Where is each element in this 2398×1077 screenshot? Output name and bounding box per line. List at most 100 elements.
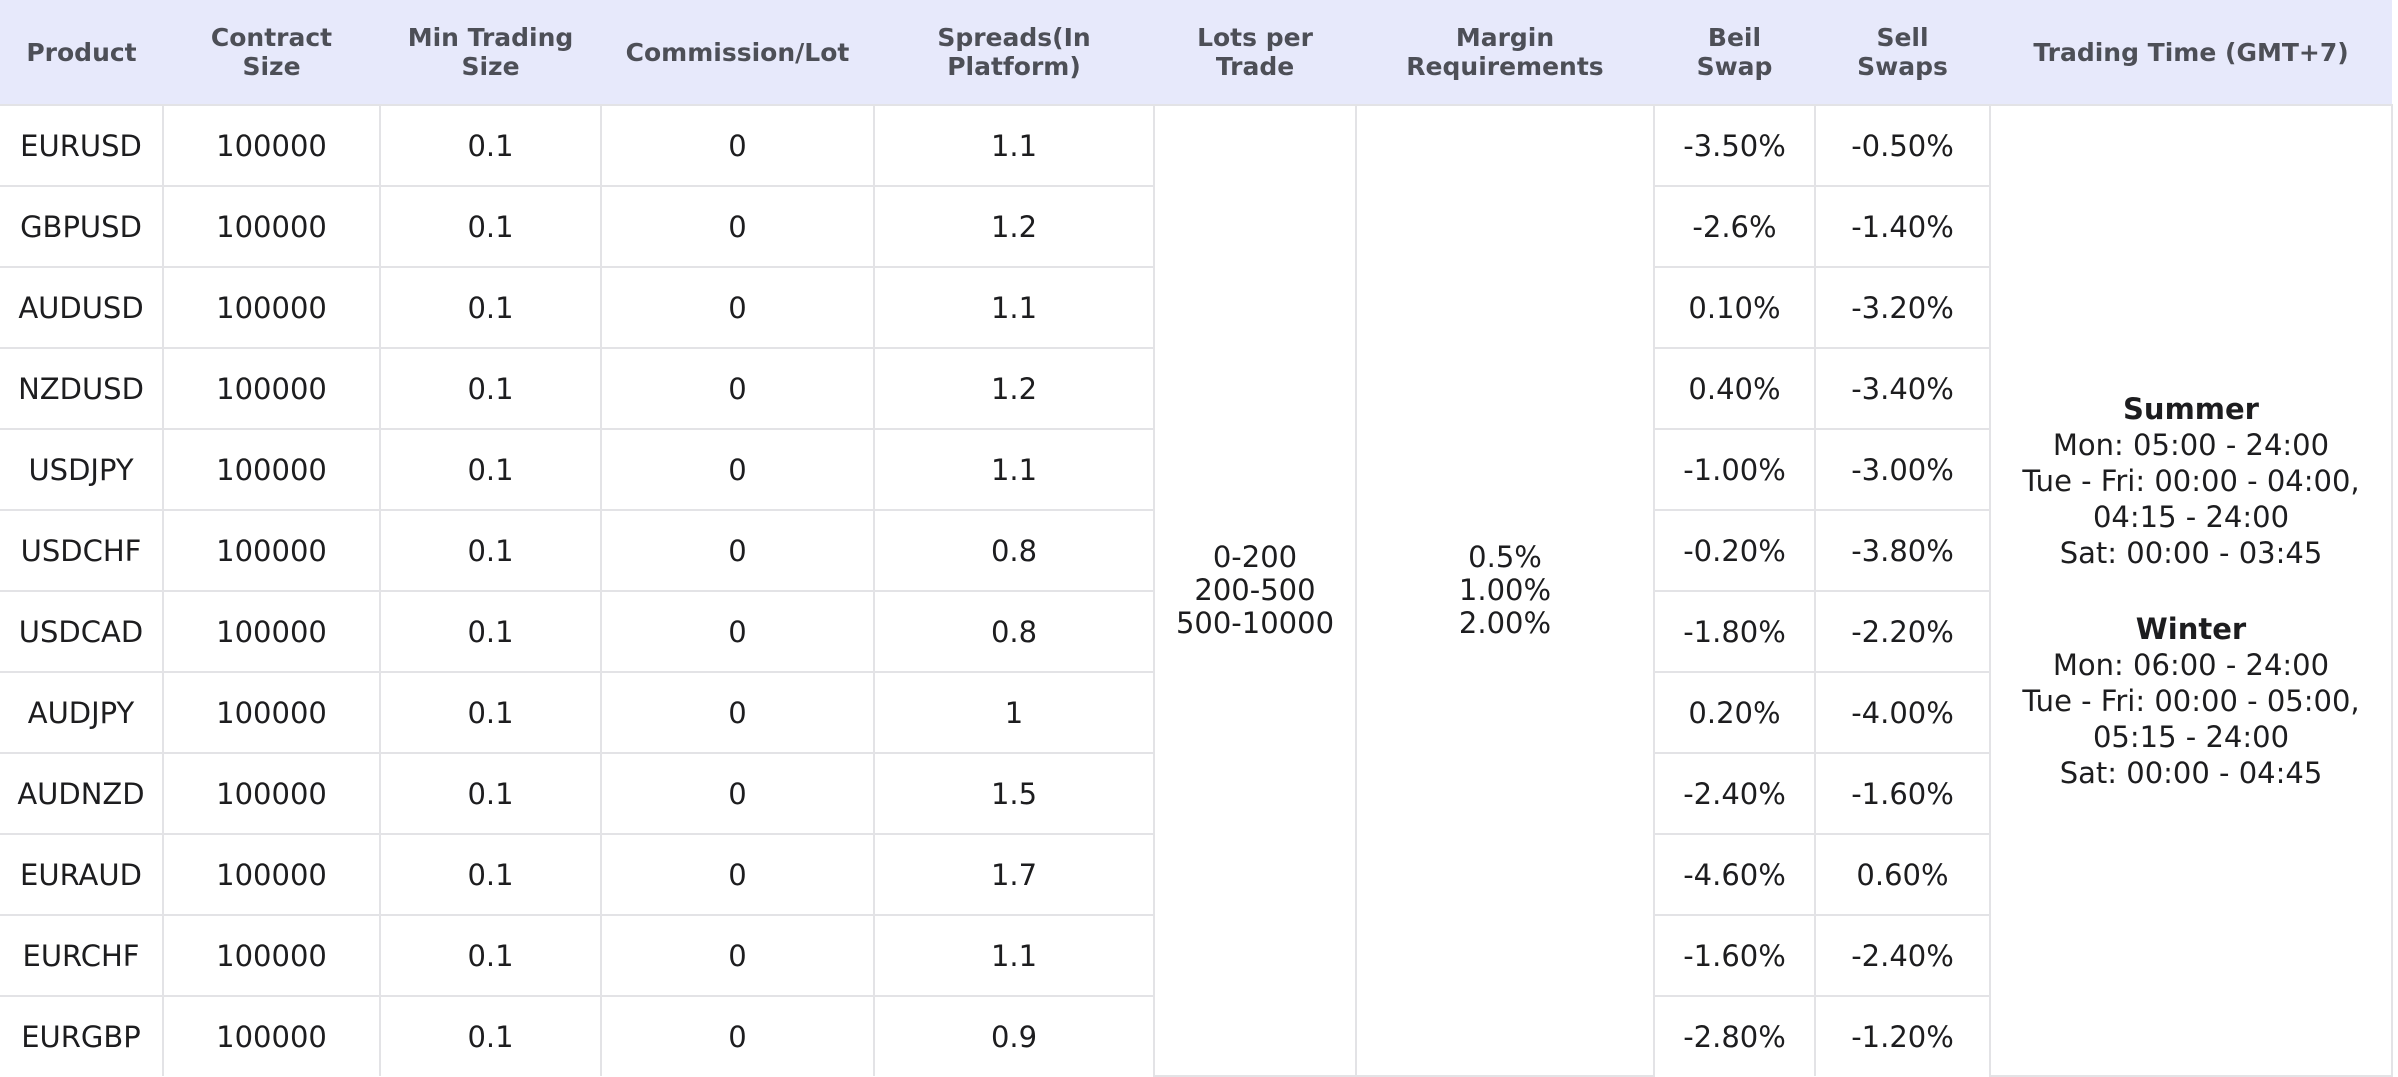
header-label-line: Requirements	[1406, 52, 1604, 81]
table-row: USDCHF 100000 0.1 0 0.8 -0.20% -3.80%	[0, 509, 2392, 592]
contract-size-cell: 100000	[162, 509, 381, 592]
table-row: EURUSD 100000 0.1 0 1.1 0-200 200-500 500-10000…	[0, 104, 2393, 1077]
header-label-line: Beil	[1707, 23, 1762, 52]
product-cell: USDJPY	[0, 428, 164, 511]
contract-size-cell: 100000	[162, 671, 381, 754]
header-label-line: Spreads(In	[937, 23, 1091, 52]
min-trading-size-cell: 0.1	[379, 428, 602, 511]
table-row: AUDNZD 100000 0.1 0 1.5 -2.40% -1.60%	[0, 752, 2392, 835]
product-cell: USDCHF	[0, 509, 164, 592]
winter-hours-line: Sat: 00:00 - 04:45	[2059, 755, 2323, 790]
min-trading-size-cell: 0.1	[379, 509, 602, 592]
product-cell: USDCAD	[0, 590, 164, 673]
table-body: EURUSD 100000 0.1 0 1.1 0-200 200-500 500-10000…	[0, 104, 2393, 1077]
header-lots-per-trade: Lots per Trade	[1154, 0, 1356, 105]
buy-swap-cell: -4.60%	[1653, 833, 1816, 916]
sell-swap-cell: 0.60%	[1814, 833, 1991, 916]
contract-size-cell: 100000	[162, 590, 381, 673]
header-commission-lot: Commission/Lot	[601, 0, 874, 105]
sell-swap-cell: -2.40%	[1814, 914, 1991, 997]
spread-cell: 0.8	[873, 509, 1155, 592]
header-label-line: Swap	[1696, 52, 1773, 81]
spread-cell: 1.1	[873, 428, 1155, 511]
spread-cell: 1	[873, 671, 1155, 754]
contract-size-cell: 100000	[162, 104, 381, 187]
min-trading-size-cell: 0.1	[379, 752, 602, 835]
margin-value: 2.00%	[1458, 606, 1552, 640]
product-cell: EURAUD	[0, 833, 164, 916]
summer-title: Summer	[2123, 391, 2259, 426]
header-label-line: Trading Time (GMT+7)	[2033, 37, 2349, 67]
header-min-trading-size: Min Trading Size	[380, 0, 601, 105]
summer-hours-line: Tue - Fri: 00:00 - 04:00,	[2022, 463, 2360, 498]
contract-size-cell: 100000	[162, 428, 381, 511]
header-label-line: Margin	[1455, 23, 1555, 52]
min-trading-size-cell: 0.1	[379, 914, 602, 997]
table-row: AUDJPY 100000 0.1 0 1 0.20% -4.00%	[0, 671, 2392, 754]
contract-size-cell: 100000	[162, 914, 381, 997]
commission-cell: 0	[600, 833, 875, 916]
product-cell: NZDUSD	[0, 347, 164, 430]
contract-size-cell: 100000	[162, 347, 381, 430]
lots-range: 0-200	[1212, 540, 1298, 574]
buy-swap-cell: 0.40%	[1653, 347, 1816, 430]
min-trading-size-cell: 0.1	[379, 347, 602, 430]
table-row: EURAUD 100000 0.1 0 1.7 -4.60% 0.60%	[0, 833, 2392, 916]
sell-swap-cell: -3.80%	[1814, 509, 1991, 592]
buy-swap-cell: -2.6%	[1653, 185, 1816, 268]
header-row: Product Contract Size Min Trading Size Commis…	[0, 0, 2392, 105]
min-trading-size-cell: 0.1	[379, 185, 602, 268]
product-cell: EURGBP	[0, 995, 164, 1076]
lots-range: 500-10000	[1175, 606, 1335, 640]
contract-size-cell: 100000	[162, 833, 381, 916]
header-label-line: Trade	[1215, 52, 1295, 81]
sell-swap-cell: -1.60%	[1814, 752, 1991, 835]
sell-swap-cell: -2.20%	[1814, 590, 1991, 673]
min-trading-size-cell: 0.1	[379, 266, 602, 349]
product-cell: AUDUSD	[0, 266, 164, 349]
commission-cell: 0	[600, 347, 875, 430]
commission-cell: 0	[600, 914, 875, 997]
spread-cell: 1.2	[873, 185, 1155, 268]
header-buy-swap: Beil Swap	[1654, 0, 1815, 105]
spread-cell: 0.9	[873, 995, 1155, 1076]
header-sell-swaps: Sell Swaps	[1815, 0, 1990, 105]
buy-swap-cell: -1.00%	[1653, 428, 1816, 511]
commission-cell: 0	[600, 104, 875, 187]
min-trading-size-cell: 0.1	[379, 671, 602, 754]
summer-hours-line: Sat: 00:00 - 03:45	[2059, 535, 2323, 570]
header-contract-size: Contract Size	[163, 0, 380, 105]
buy-swap-cell: -0.20%	[1653, 509, 1816, 592]
sell-swap-cell: -0.50%	[1814, 104, 1991, 187]
header-margin-requirements: Margin Requirements	[1356, 0, 1654, 105]
product-cell: EURCHF	[0, 914, 164, 997]
header-label-line: Contract	[210, 23, 333, 52]
commission-cell: 0	[600, 428, 875, 511]
header-label-line: Lots per	[1197, 23, 1313, 52]
sell-swap-cell: -3.00%	[1814, 428, 1991, 511]
margin-requirements-cell: 0.5% 1.00% 2.00%	[1355, 104, 1655, 1077]
header-label-line: Commission/Lot	[625, 37, 850, 67]
table-row: AUDUSD 100000 0.1 0 1.1 0.10% -3.20%	[0, 266, 2392, 349]
trading-time-cell: Summer Mon: 05:00 - 24:00 Tue - Fri: 00:00…	[1989, 104, 2393, 1077]
commission-cell: 0	[600, 185, 875, 268]
header-label-line: Sell	[1876, 23, 1929, 52]
winter-hours-line: Mon: 06:00 - 24:00	[2052, 647, 2330, 682]
spread-cell: 1.1	[873, 104, 1155, 187]
product-cell: AUDJPY	[0, 671, 164, 754]
commission-cell: 0	[600, 671, 875, 754]
commission-cell: 0	[600, 266, 875, 349]
buy-swap-cell: -1.80%	[1653, 590, 1816, 673]
min-trading-size-cell: 0.1	[379, 104, 602, 187]
spread-cell: 1.2	[873, 347, 1155, 430]
summer-hours-line: Mon: 05:00 - 24:00	[2052, 427, 2330, 462]
winter-hours-line: Tue - Fri: 00:00 - 05:00,	[2022, 683, 2360, 718]
margin-value: 0.5%	[1468, 540, 1542, 574]
table-row: EURCHF 100000 0.1 0 1.1 -1.60% -2.40%	[0, 914, 2392, 997]
spread-cell: 1.5	[873, 752, 1155, 835]
buy-swap-cell: 0.10%	[1653, 266, 1816, 349]
header-label-line: Swaps	[1857, 52, 1948, 81]
winter-title: Winter	[2135, 611, 2247, 646]
table-row: USDJPY 100000 0.1 0 1.1 -1.00% -3.00%	[0, 428, 2392, 511]
